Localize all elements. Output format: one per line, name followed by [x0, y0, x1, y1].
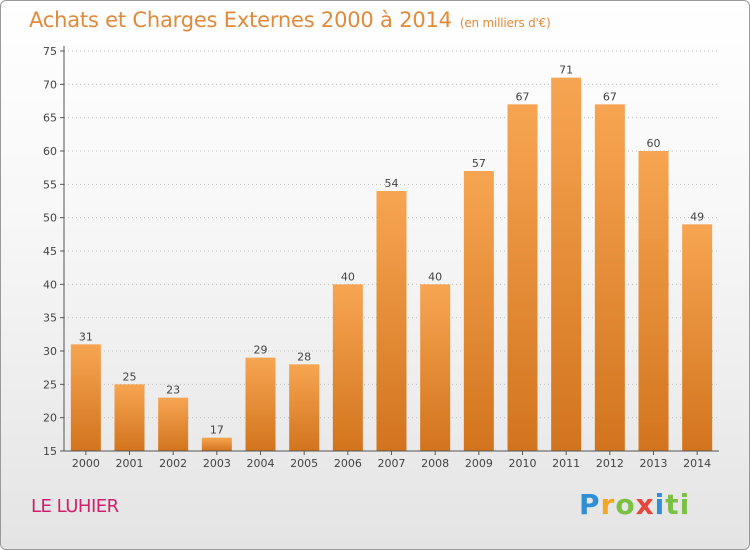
axes: 15 20 25 30 35 40 45 50 55 60 65 70 75 2000 2001 2002 20…: [43, 45, 719, 470]
bar: [332, 284, 363, 451]
bar: [463, 171, 494, 451]
x-tick-label: 2003: [203, 457, 231, 470]
y-tick-label: 70: [43, 78, 57, 91]
data-label: 54: [385, 177, 399, 190]
bar: [638, 151, 669, 451]
bar: [289, 364, 320, 451]
x-tick-label: 2008: [421, 457, 449, 470]
y-tick-label: 45: [43, 245, 57, 258]
x-tick-label: 2004: [247, 457, 275, 470]
x-tick-label: 2010: [509, 457, 537, 470]
bar: [245, 357, 276, 451]
bar: [420, 284, 451, 451]
data-label: 49: [690, 210, 704, 223]
logo-letter: ti: [665, 488, 691, 521]
data-label: 25: [123, 370, 137, 383]
chart-title: Achats et Charges Externes 2000 à 2014 (e…: [29, 8, 551, 32]
data-label: 71: [559, 64, 573, 77]
data-label: 17: [210, 424, 224, 437]
data-label: 40: [428, 270, 442, 283]
x-tick-label: 2012: [596, 457, 624, 470]
logo-letter: r: [600, 488, 616, 521]
data-label: 29: [254, 344, 268, 357]
bar: [158, 397, 189, 451]
data-label: 67: [516, 90, 530, 103]
y-tick-label: 75: [43, 45, 57, 58]
x-tick-label: 2014: [683, 457, 711, 470]
data-label: 60: [647, 137, 661, 150]
y-tick-label: 35: [43, 312, 57, 325]
x-tick-label: 2009: [465, 457, 493, 470]
bars: 31 25 23 17 29 28 40 54 40 57 67 71 67 60 49: [70, 64, 713, 452]
bar: [594, 104, 625, 451]
data-label: 28: [297, 350, 311, 363]
y-tick-label: 65: [43, 112, 57, 125]
x-tick-label: 2000: [72, 457, 100, 470]
y-tick-label: 20: [43, 412, 57, 425]
data-label: 23: [166, 384, 180, 397]
logo-letter: i: [654, 488, 666, 521]
y-tick-label: 40: [43, 278, 57, 291]
bar: [682, 224, 713, 451]
y-tick-label: 60: [43, 145, 57, 158]
x-tick-label: 2001: [116, 457, 144, 470]
y-tick-label: 55: [43, 178, 57, 191]
x-tick-label: 2011: [552, 457, 580, 470]
bar: [376, 191, 407, 451]
proxiti-logo: Proxiti: [579, 488, 690, 521]
y-tick-label: 15: [43, 445, 57, 458]
logo-letter: P: [579, 488, 601, 521]
data-label: 57: [472, 157, 486, 170]
bar: [201, 437, 232, 451]
x-tick-label: 2007: [378, 457, 406, 470]
data-label: 31: [79, 330, 93, 343]
y-tick-label: 25: [43, 378, 57, 391]
y-tick-label: 50: [43, 212, 57, 225]
x-tick-label: 2006: [334, 457, 362, 470]
chart-subtitle: (en milliers d'€): [459, 16, 551, 30]
x-tick-label: 2005: [290, 457, 318, 470]
x-tick-label: 2013: [640, 457, 668, 470]
y-tick-label: 30: [43, 345, 57, 358]
data-label: 40: [341, 270, 355, 283]
logo-letter: x: [635, 488, 655, 521]
data-label: 67: [603, 90, 617, 103]
x-tick-label: 2002: [159, 457, 187, 470]
logo-letter: o: [615, 488, 636, 521]
bar: [114, 384, 145, 451]
chart-title-text: Achats et Charges Externes 2000 à 2014: [29, 8, 452, 32]
bar: [507, 104, 538, 451]
bar: [70, 344, 101, 451]
bar: [551, 77, 582, 452]
place-name: LE LUHIER: [31, 496, 119, 517]
